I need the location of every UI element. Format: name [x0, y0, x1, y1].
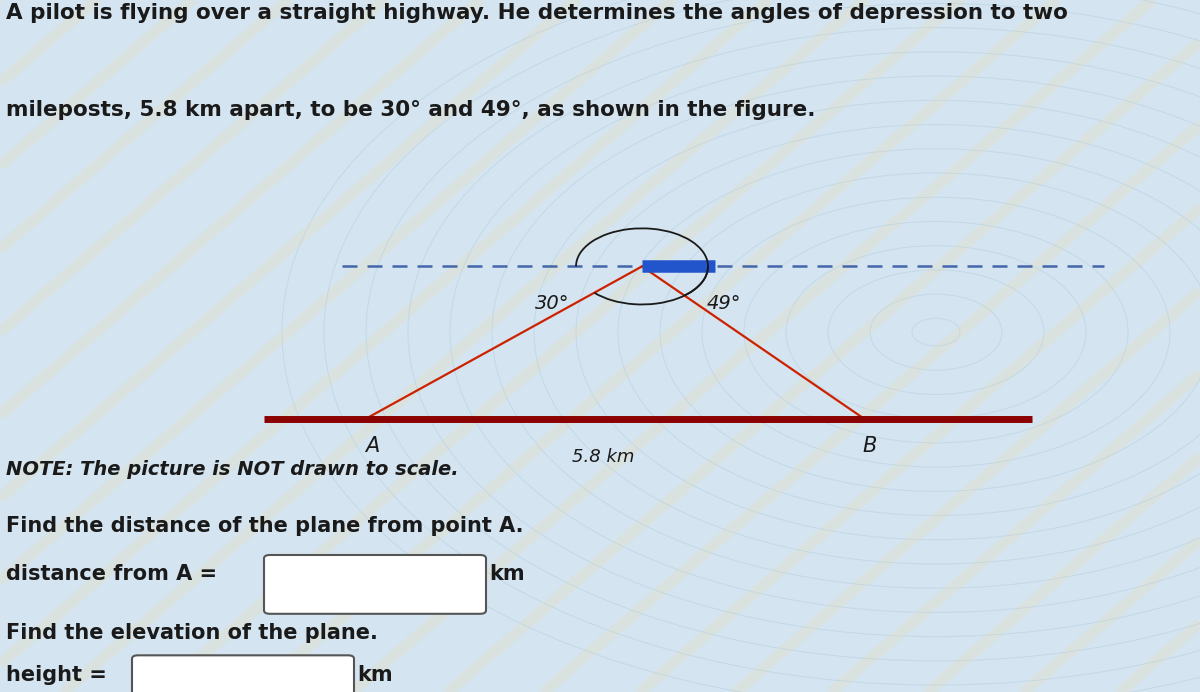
Text: A pilot is flying over a straight highway. He determines the angles of depressio: A pilot is flying over a straight highwa…: [6, 3, 1068, 24]
Text: Find the elevation of the plane.: Find the elevation of the plane.: [6, 623, 378, 643]
FancyBboxPatch shape: [264, 555, 486, 614]
Text: 5.8 km: 5.8 km: [572, 448, 634, 466]
Text: A: A: [365, 436, 379, 456]
Text: B: B: [863, 436, 877, 456]
Text: distance from A =: distance from A =: [6, 565, 217, 584]
Text: km: km: [358, 665, 394, 684]
FancyBboxPatch shape: [132, 655, 354, 692]
Text: km: km: [490, 565, 526, 584]
Text: 30°: 30°: [535, 294, 569, 313]
Text: height =: height =: [6, 665, 107, 684]
Text: NOTE: The picture is NOT drawn to scale.: NOTE: The picture is NOT drawn to scale.: [6, 460, 458, 479]
Text: Find the distance of the plane from point A.: Find the distance of the plane from poin…: [6, 516, 523, 536]
Text: 49°: 49°: [707, 294, 740, 313]
Text: mileposts, 5.8 km apart, to be 30° and 49°, as shown in the figure.: mileposts, 5.8 km apart, to be 30° and 4…: [6, 100, 816, 120]
